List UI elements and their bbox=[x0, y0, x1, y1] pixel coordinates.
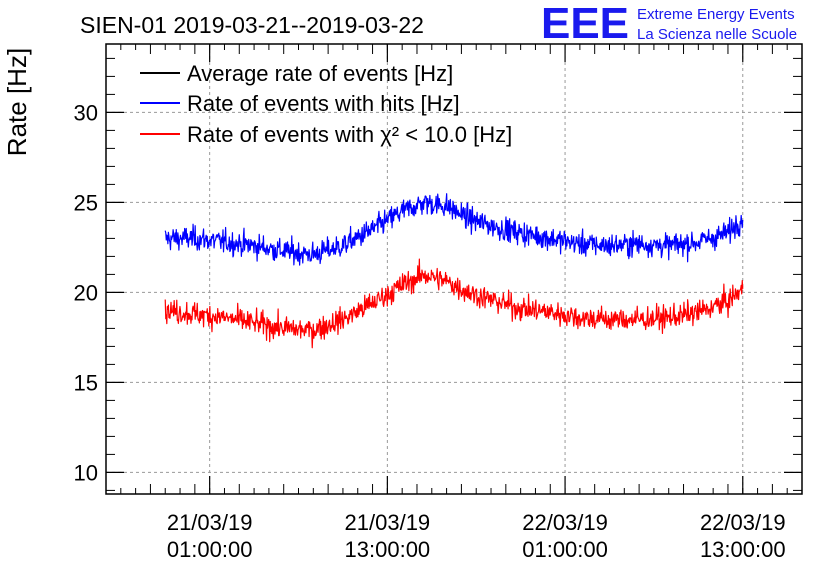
legend-label-1: Rate of events with hits [Hz] bbox=[187, 91, 460, 116]
y-tick-label: 25 bbox=[74, 190, 98, 215]
series-line-2 bbox=[164, 258, 744, 349]
x-tick-time: 01:00:00 bbox=[167, 537, 253, 562]
legend: Average rate of events [Hz] Rate of event… bbox=[140, 61, 512, 147]
x-tick-date: 21/03/19 bbox=[345, 510, 431, 535]
y-tick-label: 15 bbox=[74, 370, 98, 395]
plot-frame bbox=[105, 43, 803, 495]
y-tick-labels: 10 15 20 25 30 bbox=[74, 100, 98, 485]
y-tick-label: 10 bbox=[74, 460, 98, 485]
legend-label-2: Rate of events with χ² < 10.0 [Hz] bbox=[187, 122, 512, 147]
y-tick-label: 20 bbox=[74, 280, 98, 305]
grid-lines bbox=[106, 44, 802, 494]
legend-label-0: Average rate of events [Hz] bbox=[187, 61, 453, 86]
logo-line2: La Scienza nelle Scuole bbox=[637, 26, 797, 43]
logo-mark: EEE bbox=[541, 0, 629, 48]
x-tick-time: 13:00:00 bbox=[345, 537, 431, 562]
eee-logo: EEE Extreme Energy Events La Scienza nel… bbox=[541, 0, 797, 48]
logo-line1: Extreme Energy Events bbox=[637, 6, 795, 23]
y-axis-label: Rate [Hz] bbox=[2, 48, 32, 156]
x-tick-date: 21/03/19 bbox=[167, 510, 253, 535]
series-lines bbox=[164, 193, 744, 349]
chart-title: SIEN-01 2019-03-21--2019-03-22 bbox=[80, 12, 424, 38]
series-line-1 bbox=[164, 193, 744, 266]
x-tick-date: 22/03/19 bbox=[522, 510, 608, 535]
axis-ticks bbox=[105, 44, 803, 494]
y-tick-label: 30 bbox=[74, 100, 98, 125]
x-tick-time: 13:00:00 bbox=[700, 537, 786, 562]
x-tick-labels: 21/03/1901:00:0021/03/1913:00:0022/03/19… bbox=[167, 510, 786, 562]
x-tick-date: 22/03/19 bbox=[700, 510, 786, 535]
x-tick-time: 01:00:00 bbox=[522, 537, 608, 562]
